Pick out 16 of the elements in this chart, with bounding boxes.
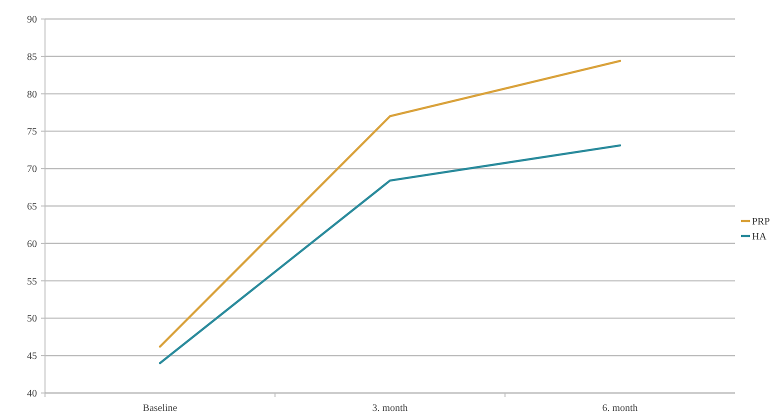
legend-label: HA xyxy=(752,232,768,242)
y-tick-label: 70 xyxy=(27,164,37,176)
x-tick-label: 3. month xyxy=(372,403,408,414)
y-tick-label: 45 xyxy=(27,351,37,362)
legend-label: PRP xyxy=(752,216,770,228)
y-tick-label: 80 xyxy=(27,89,37,100)
y-tick-label: 75 xyxy=(27,126,37,138)
y-tick-label: 85 xyxy=(27,52,37,63)
y-tick-label: 90 xyxy=(27,14,37,26)
y-tick-label: 55 xyxy=(27,276,37,288)
y-tick-label: 60 xyxy=(27,238,37,250)
x-tick-label: Baseline xyxy=(142,403,178,414)
y-tick-label: 65 xyxy=(27,202,37,212)
y-tick-label: 50 xyxy=(27,314,37,325)
y-tick-label: 40 xyxy=(27,388,37,400)
x-tick-label: 6. month xyxy=(602,403,638,414)
